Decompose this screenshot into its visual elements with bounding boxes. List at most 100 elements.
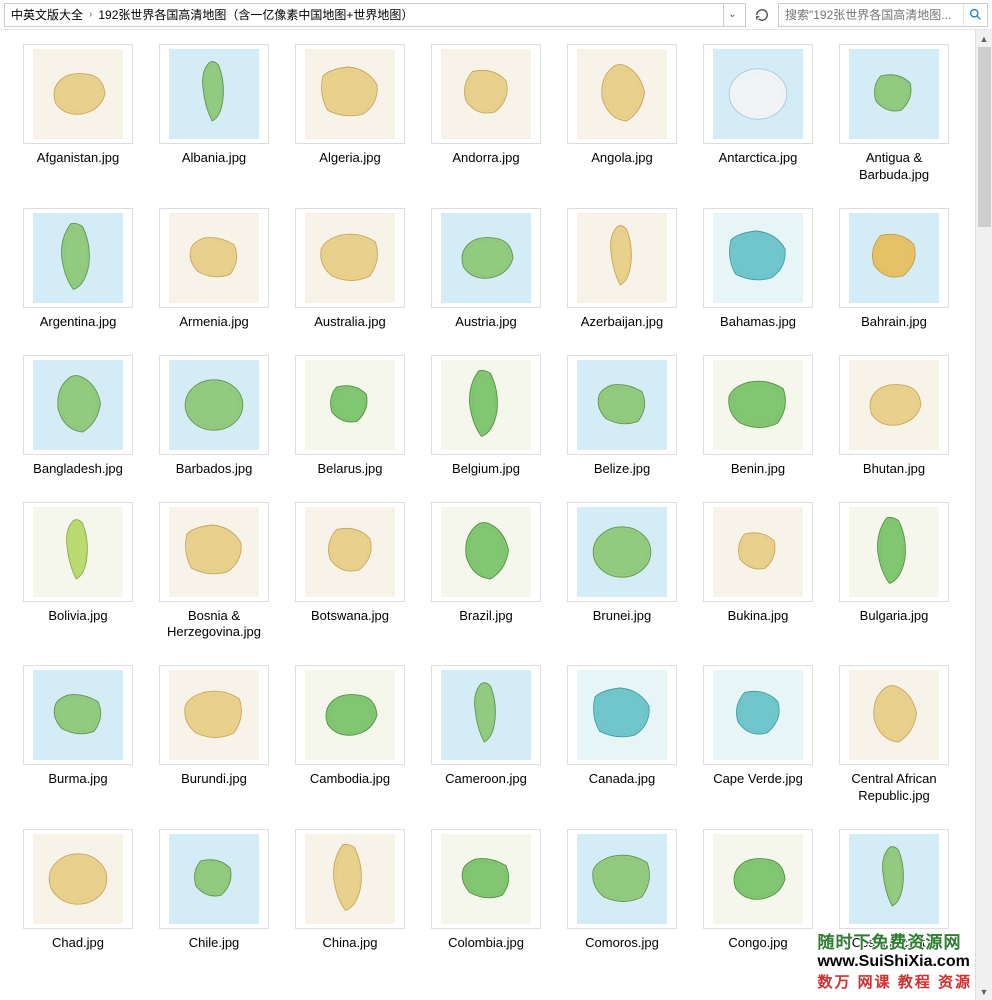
scroll-thumb[interactable]: [978, 47, 991, 227]
map-thumbnail-icon: [572, 507, 672, 597]
file-thumbnail: [567, 44, 677, 144]
scroll-down-button[interactable]: ▼: [976, 983, 992, 1000]
file-thumbnail: [567, 829, 677, 929]
file-item[interactable]: Bahamas.jpg: [690, 204, 826, 335]
file-item[interactable]: Bahrain.jpg: [826, 204, 962, 335]
file-item[interactable]: Cameroon.jpg: [418, 661, 554, 809]
file-label: Afganistan.jpg: [37, 150, 119, 167]
map-thumbnail-icon: [436, 49, 536, 139]
file-item[interactable]: Burma.jpg: [10, 661, 146, 809]
file-thumbnail: [431, 44, 541, 144]
file-label: Botswana.jpg: [311, 608, 389, 625]
map-thumbnail-icon: [28, 213, 128, 303]
file-item[interactable]: Burundi.jpg: [146, 661, 282, 809]
file-item[interactable]: Bhutan.jpg: [826, 351, 962, 482]
map-thumbnail-icon: [844, 507, 944, 597]
file-label: Burundi.jpg: [181, 771, 247, 788]
map-thumbnail-icon: [164, 213, 264, 303]
file-thumbnail: [295, 502, 405, 602]
file-item[interactable]: Australia.jpg: [282, 204, 418, 335]
file-item[interactable]: Bukina.jpg: [690, 498, 826, 646]
file-item[interactable]: Comoros.jpg: [554, 825, 690, 956]
file-item[interactable]: Benin.jpg: [690, 351, 826, 482]
breadcrumb-item-parent[interactable]: 中英文版大全: [9, 6, 85, 23]
file-label: Bangladesh.jpg: [33, 461, 123, 478]
file-label: Congo.jpg: [728, 935, 787, 952]
map-thumbnail-icon: [708, 670, 808, 760]
file-item[interactable]: Canada.jpg: [554, 661, 690, 809]
map-thumbnail-icon: [708, 213, 808, 303]
file-label: Brunei.jpg: [593, 608, 652, 625]
file-item[interactable]: Albania.jpg: [146, 40, 282, 188]
file-thumbnail: [159, 208, 269, 308]
refresh-button[interactable]: [750, 3, 774, 27]
map-thumbnail-icon: [164, 360, 264, 450]
file-item[interactable]: Armenia.jpg: [146, 204, 282, 335]
file-item[interactable]: Brunei.jpg: [554, 498, 690, 646]
file-label: Azerbaijan.jpg: [581, 314, 663, 331]
file-item[interactable]: Bangladesh.jpg: [10, 351, 146, 482]
vertical-scrollbar[interactable]: ▲ ▼: [975, 30, 992, 1000]
file-item[interactable]: Central African Republic.jpg: [826, 661, 962, 809]
file-item[interactable]: Cambodia.jpg: [282, 661, 418, 809]
file-item[interactable]: Barbados.jpg: [146, 351, 282, 482]
map-thumbnail-icon: [28, 49, 128, 139]
file-item[interactable]: Azerbaijan.jpg: [554, 204, 690, 335]
file-item[interactable]: Belarus.jpg: [282, 351, 418, 482]
file-item[interactable]: Antigua & Barbuda.jpg: [826, 40, 962, 188]
map-thumbnail-icon: [436, 670, 536, 760]
file-item[interactable]: Belize.jpg: [554, 351, 690, 482]
file-item[interactable]: Chile.jpg: [146, 825, 282, 956]
file-label: Bahamas.jpg: [720, 314, 796, 331]
file-item[interactable]: Cape Verde.jpg: [690, 661, 826, 809]
file-item[interactable]: Austria.jpg: [418, 204, 554, 335]
file-thumbnail: [295, 665, 405, 765]
map-thumbnail-icon: [164, 834, 264, 924]
file-thumbnail: [159, 44, 269, 144]
file-item[interactable]: Bulgaria.jpg: [826, 498, 962, 646]
file-item[interactable]: Angola.jpg: [554, 40, 690, 188]
breadcrumb[interactable]: 中英文版大全 › 192张世界各国高清地图（含一亿像素中国地图+世界地图） ⌄: [4, 3, 746, 27]
file-thumbnail: [159, 355, 269, 455]
file-thumbnail: [567, 355, 677, 455]
file-item[interactable]: China.jpg: [282, 825, 418, 956]
map-thumbnail-icon: [164, 507, 264, 597]
file-grid-scroll[interactable]: Afganistan.jpg Albania.jpg Algeria.jpgAndo…: [0, 30, 975, 1000]
search-input[interactable]: [779, 8, 963, 22]
map-thumbnail-icon: [300, 360, 400, 450]
file-label: Albania.jpg: [182, 150, 246, 167]
file-thumbnail: [295, 44, 405, 144]
map-thumbnail-icon: [708, 507, 808, 597]
file-grid: Afganistan.jpg Albania.jpg Algeria.jpgAndo…: [10, 40, 975, 972]
file-thumbnail: [703, 44, 813, 144]
map-thumbnail-icon: [844, 670, 944, 760]
content-area: Afganistan.jpg Albania.jpg Algeria.jpgAndo…: [0, 30, 992, 1000]
file-item[interactable]: Brazil.jpg: [418, 498, 554, 646]
file-item[interactable]: Bolivia.jpg: [10, 498, 146, 646]
chevron-down-icon[interactable]: ⌄: [723, 4, 741, 26]
file-item[interactable]: Argentina.jpg: [10, 204, 146, 335]
file-item[interactable]: Costa Rica.jpg: [826, 825, 962, 956]
file-item[interactable]: Chad.jpg: [10, 825, 146, 956]
file-item[interactable]: Belgium.jpg: [418, 351, 554, 482]
breadcrumb-item-current[interactable]: 192张世界各国高清地图（含一亿像素中国地图+世界地图）: [96, 6, 415, 23]
file-item[interactable]: Congo.jpg: [690, 825, 826, 956]
file-thumbnail: [295, 355, 405, 455]
file-item[interactable]: Antarctica.jpg: [690, 40, 826, 188]
file-thumbnail: [703, 502, 813, 602]
file-item[interactable]: Afganistan.jpg: [10, 40, 146, 188]
map-thumbnail-icon: [164, 49, 264, 139]
search-button[interactable]: [963, 4, 987, 26]
file-thumbnail: [23, 502, 133, 602]
file-label: Bhutan.jpg: [863, 461, 925, 478]
file-item[interactable]: Botswana.jpg: [282, 498, 418, 646]
map-thumbnail-icon: [28, 507, 128, 597]
file-label: Armenia.jpg: [179, 314, 248, 331]
map-thumbnail-icon: [300, 49, 400, 139]
file-item[interactable]: Bosnia & Herzegovina.jpg: [146, 498, 282, 646]
scroll-up-button[interactable]: ▲: [976, 30, 992, 47]
file-item[interactable]: Colombia.jpg: [418, 825, 554, 956]
map-thumbnail-icon: [844, 834, 944, 924]
file-item[interactable]: Andorra.jpg: [418, 40, 554, 188]
file-item[interactable]: Algeria.jpg: [282, 40, 418, 188]
